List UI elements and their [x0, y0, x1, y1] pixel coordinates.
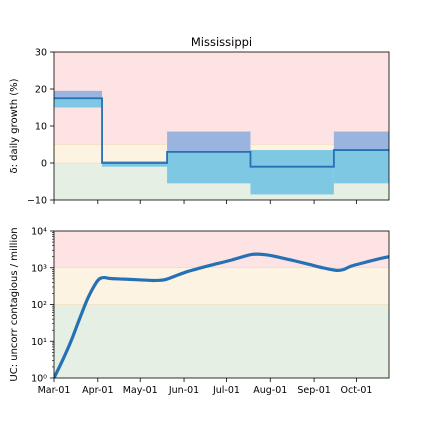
growth-y-axis-label: δ: daily growth (%) [9, 78, 20, 173]
upper-band-2 [167, 131, 251, 152]
x-tick-label: Mar-01 [38, 385, 71, 396]
growth-step-path [54, 97, 389, 168]
contagious-zones [54, 231, 389, 378]
y-tick-label: 20 [35, 85, 47, 96]
growth-x-ticks [53, 200, 357, 204]
upper-band-1 [102, 161, 168, 163]
zone-red [54, 52, 389, 145]
y-tick-label: 10³ [31, 263, 47, 274]
growth-y-ticks: −10 0 10 20 30 [27, 48, 54, 207]
y-tick-label: 10¹ [31, 337, 47, 348]
lower-band-4 [333, 150, 389, 184]
x-tick-label: Apr-01 [82, 385, 113, 396]
growth-step-line [54, 97, 389, 168]
y-tick-label: −10 [27, 196, 47, 207]
y-tick-label: 10² [31, 300, 47, 311]
contagious-path [54, 252, 389, 378]
x-tick-label: May-01 [123, 385, 158, 396]
y-tick-label: 0 [41, 159, 47, 170]
y-tick-label: 30 [35, 48, 47, 59]
contagious-line [54, 252, 389, 378]
zone-yellow [54, 267, 389, 305]
lower-band-1 [102, 163, 168, 167]
chart-title: Mississippi [191, 35, 252, 49]
contagious-y-axis-label: UC: uncorr contagious / million [9, 227, 20, 381]
y-tick-label: 10⁴ [31, 227, 47, 238]
y-tick-label: 10 [35, 122, 47, 133]
upper-band-0 [54, 90, 103, 99]
x-tick-label: Sep-01 [297, 385, 330, 396]
x-tick-label: Jul-01 [212, 385, 240, 396]
zone-green [54, 304, 389, 378]
x-tick-label: Aug-01 [253, 385, 287, 396]
y-tick-label: 10⁰ [31, 374, 47, 385]
growth-bands [54, 90, 389, 195]
contagious-chart-panel: 10⁰ 10¹ 10² 10³ 10⁴ Mar-01 Apr-01 May-01 Jun-01… [9, 227, 390, 396]
lower-band-0 [54, 98, 103, 108]
growth-chart-panel: −10 0 10 20 30 Mississippi δ: daily growth (… [9, 35, 390, 207]
x-tick-label: Jun-01 [168, 385, 199, 396]
lower-band-2 [167, 151, 251, 184]
x-tick-label: Oct-01 [341, 385, 373, 396]
lower-band-3 [250, 150, 334, 195]
upper-band-4 [333, 131, 389, 151]
contagious-y-ticks: 10⁰ 10¹ 10² 10³ 10⁴ [31, 227, 54, 385]
contagious-x-ticks: Mar-01 Apr-01 May-01 Jun-01 Jul-01 Aug-01 Sep-… [38, 378, 373, 396]
